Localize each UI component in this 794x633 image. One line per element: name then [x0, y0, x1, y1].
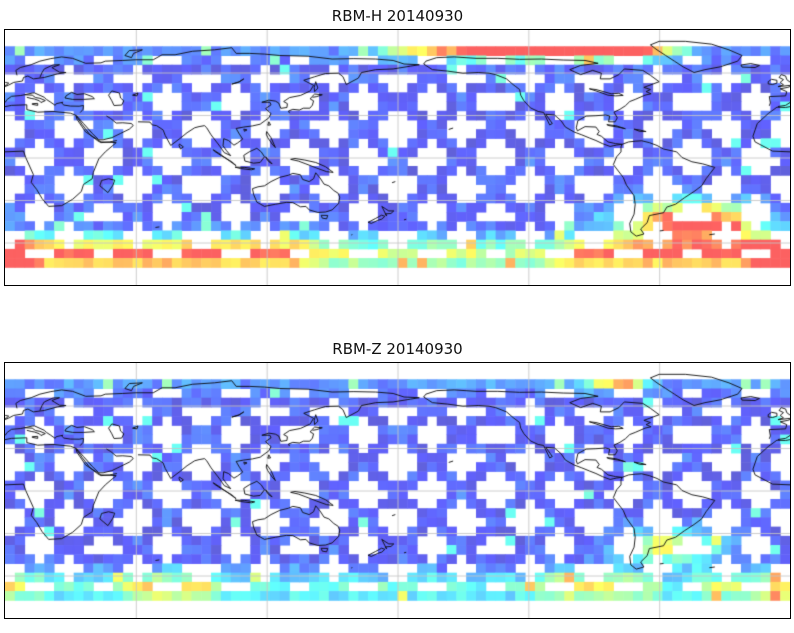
rbm-z-map-canvas — [4, 362, 791, 619]
rbm-h-map-canvas — [4, 29, 791, 286]
panel-title-rbm-h: RBM-H 20140930 — [331, 7, 464, 25]
panel-title-rbm-z: RBM-Z 20140930 — [332, 340, 463, 358]
